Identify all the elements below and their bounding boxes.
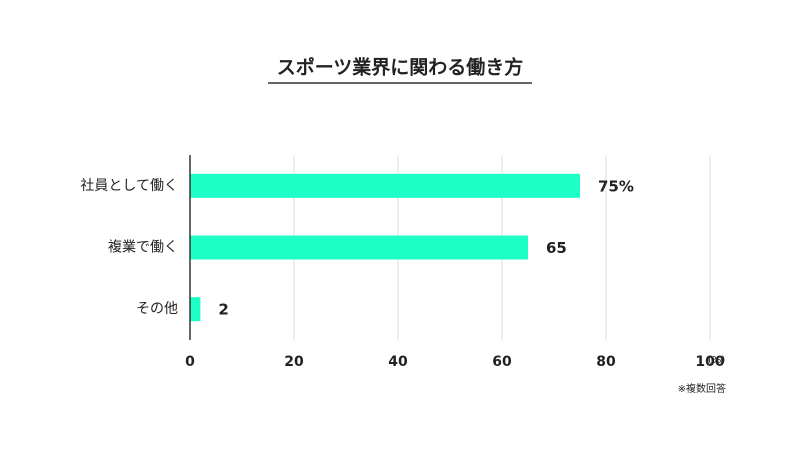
y-tick-label: 社員として働く [80,178,178,194]
value-label: 75% [598,177,634,195]
x-tick-label: 60 [492,354,512,370]
y-tick-label: その他 [136,301,178,317]
value-label: 65 [546,239,567,257]
x-tick-label: 40 [388,354,408,370]
x-tick-label: 80 [596,354,616,370]
note: ※複数回答 [678,382,726,395]
x-tick-label: 100 [695,354,724,370]
y-tick-label: 複業で働く [108,239,178,256]
x-tick-label: 0 [185,354,195,370]
value-label: 2 [218,301,228,319]
x-unit: (%) [708,355,725,366]
bar [190,297,201,322]
bar [190,235,528,260]
chart-title: スポーツ業界に関わる働き方 [277,56,524,79]
x-tick-label: 20 [284,354,304,370]
bar [190,173,580,198]
